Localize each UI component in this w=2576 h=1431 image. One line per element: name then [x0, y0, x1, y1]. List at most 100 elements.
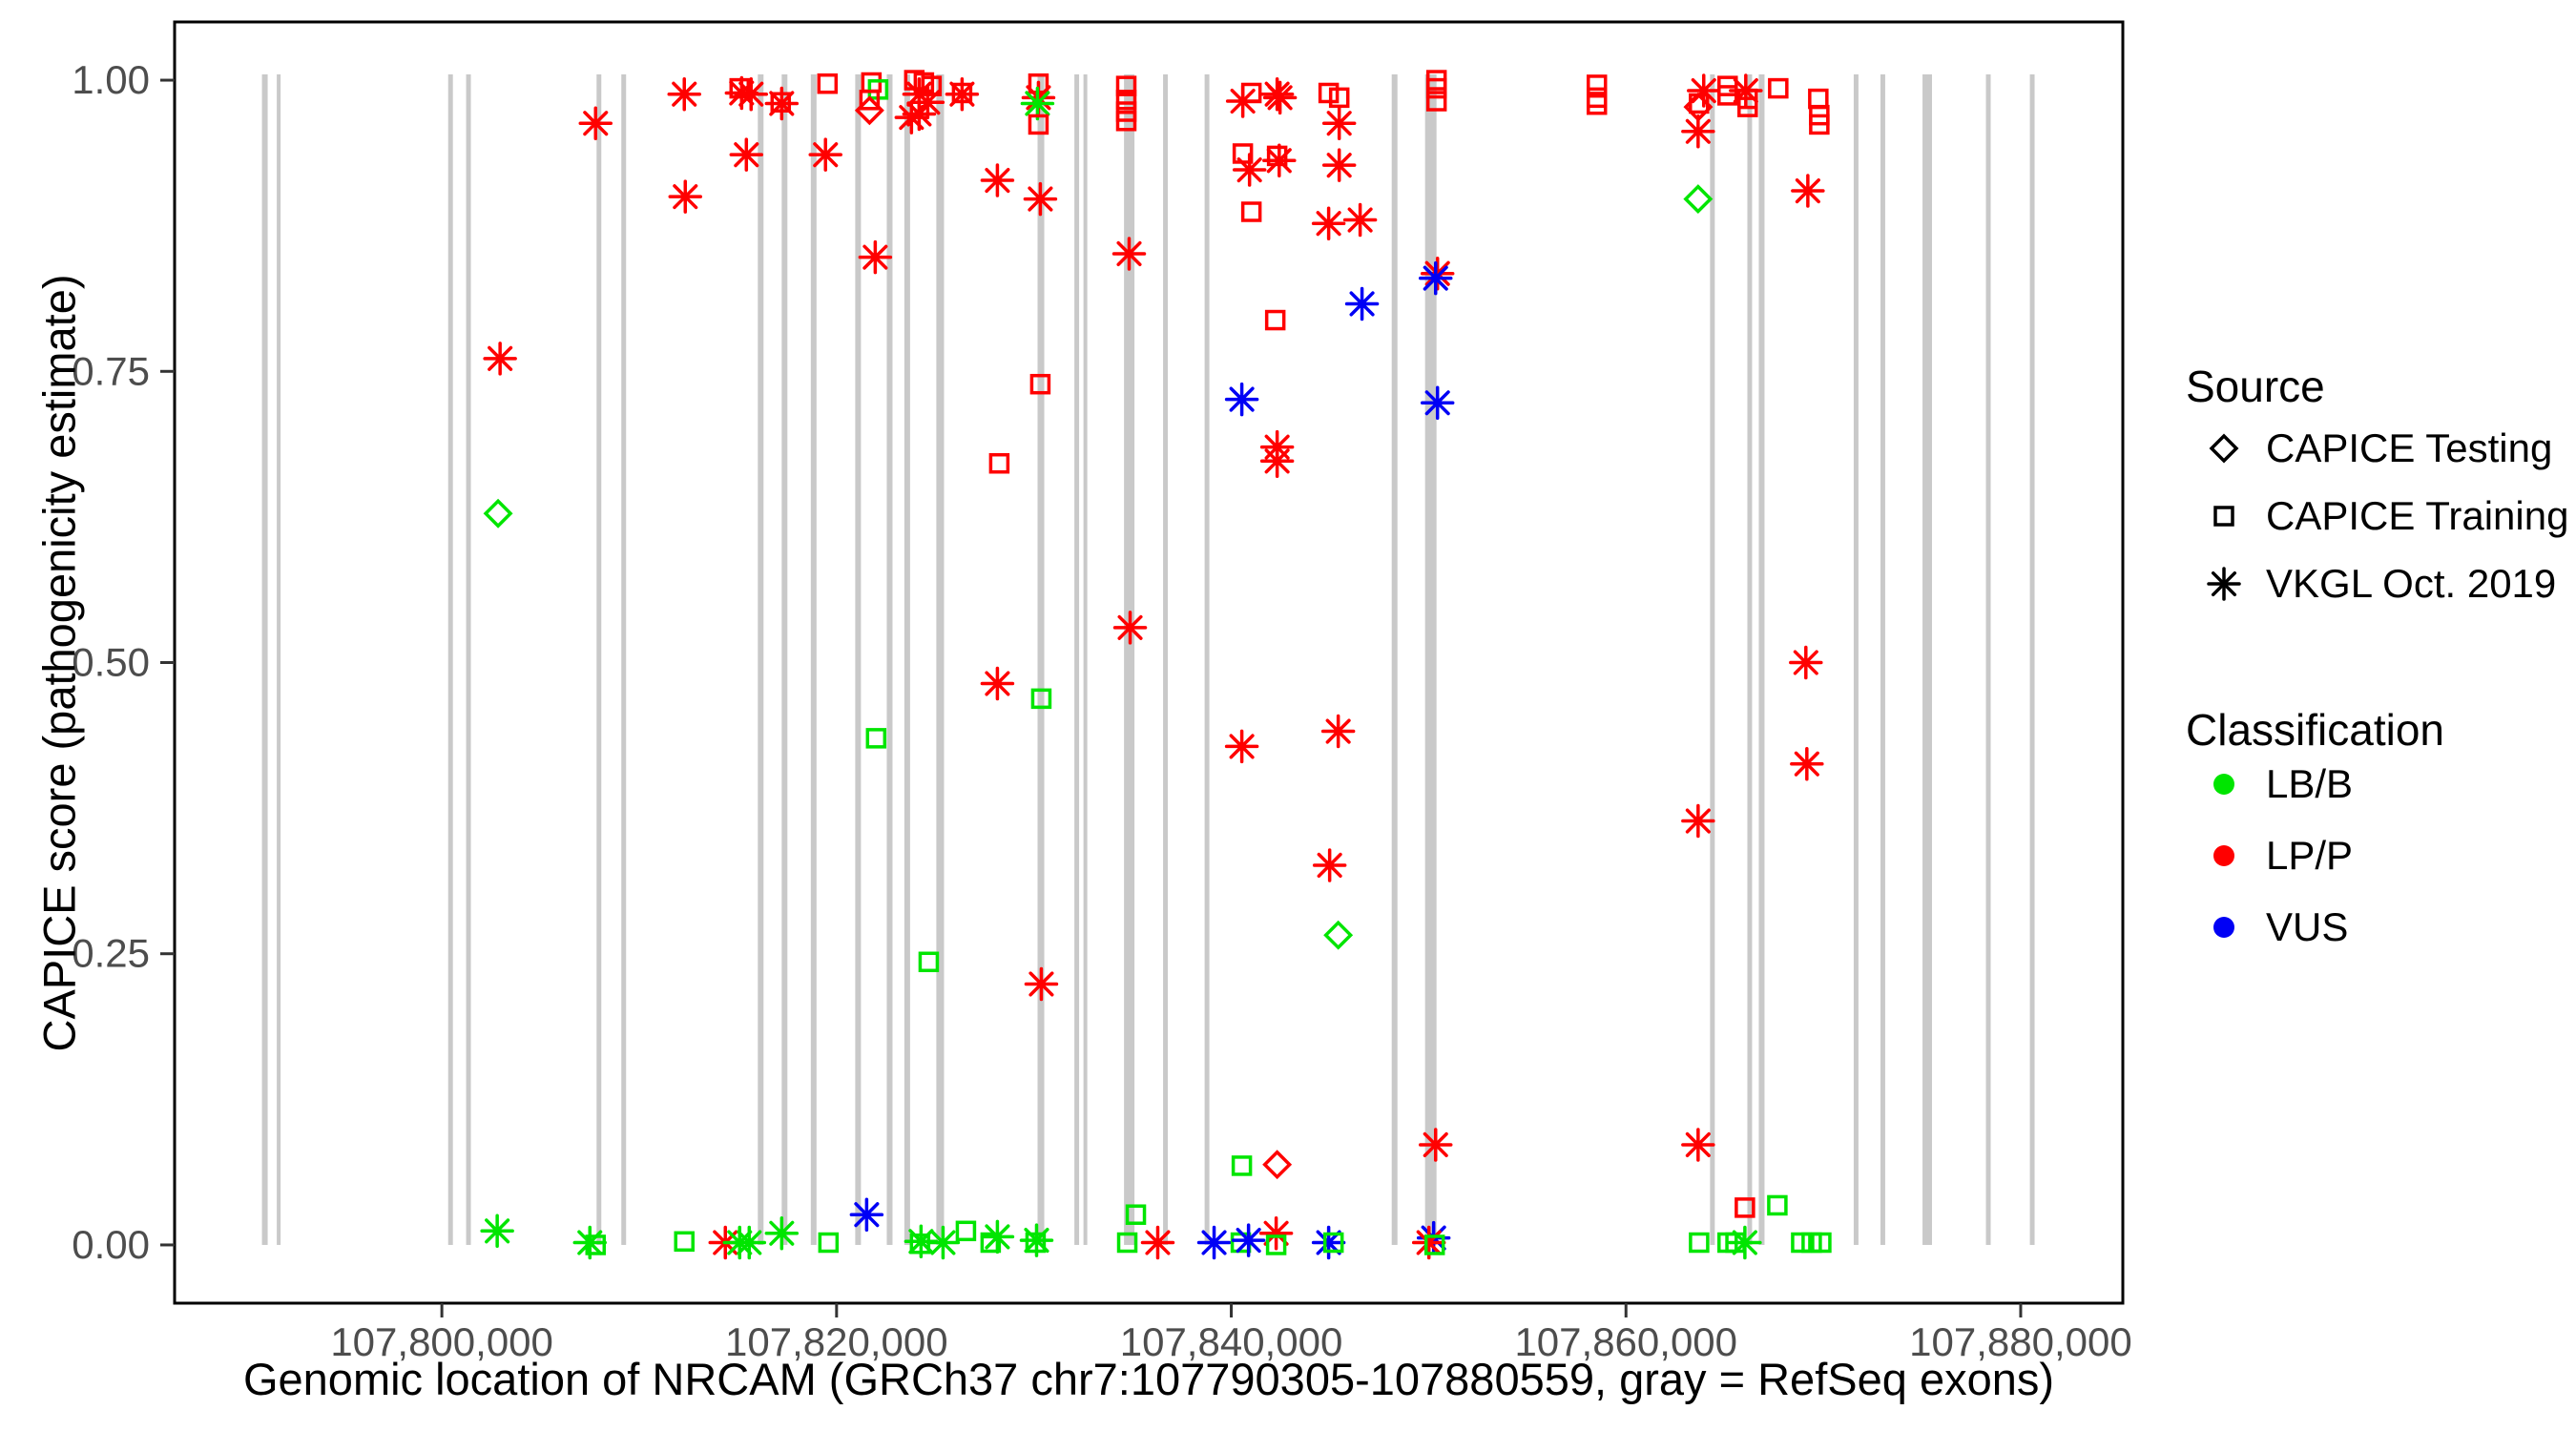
legend-source-title: Source	[2186, 362, 2325, 411]
legend-item-lpp: LP/P	[2197, 829, 2353, 882]
refseq-exon-bar	[1922, 73, 1932, 1245]
point-asterisk-vkgl	[1681, 1128, 1715, 1162]
refseq-exon-bar	[1083, 73, 1088, 1245]
legend-item-label: CAPICE Training	[2266, 493, 2569, 538]
point-asterisk-vkgl	[729, 137, 764, 172]
point-square-capice-training	[1125, 1204, 1147, 1225]
point-asterisk-vkgl	[764, 86, 800, 121]
legend-item-lbb: LB/B	[2197, 757, 2353, 811]
square-icon	[2213, 506, 2234, 527]
point-asterisk-vkgl	[904, 1224, 939, 1259]
point-square-capice-training	[1808, 88, 1829, 110]
point-asterisk-vkgl	[902, 96, 937, 132]
point-asterisk-vkgl	[1262, 143, 1297, 178]
point-square-capice-training	[1115, 75, 1137, 96]
point-asterisk-vkgl	[1791, 174, 1825, 208]
refseq-exon-bar	[1424, 73, 1437, 1245]
point-square-capice-training	[1791, 1232, 1812, 1254]
point-asterisk-vkgl	[667, 76, 701, 112]
point-asterisk-vkgl	[1418, 260, 1453, 296]
refseq-exon-bar	[447, 73, 453, 1245]
point-asterisk-vkgl	[1681, 803, 1715, 839]
refseq-exon-bar	[261, 73, 268, 1245]
point-asterisk-vkgl	[1111, 237, 1147, 271]
point-asterisk-vkgl	[1259, 444, 1295, 479]
refseq-exon-bar	[758, 73, 764, 1245]
point-asterisk-vkgl	[1023, 181, 1058, 217]
point-square-capice-training	[1264, 309, 1286, 331]
refseq-exon-bar	[277, 73, 281, 1245]
refseq-exon-bar	[904, 73, 910, 1245]
refseq-exon-bar	[1037, 73, 1045, 1245]
legend-item-vkgl: VKGL Oct. 2019	[2197, 557, 2556, 611]
x-tick-label: 107,840,000	[1120, 1319, 1343, 1364]
x-tick-label: 107,880,000	[1909, 1319, 2132, 1364]
y-tick-label: 0.00	[72, 1222, 150, 1267]
point-square-capice-training	[1425, 91, 1447, 112]
point-asterisk-vkgl	[1232, 153, 1267, 187]
legend-item-label: LP/P	[2266, 833, 2354, 878]
point-asterisk-vkgl	[980, 666, 1015, 701]
point-asterisk-vkgl	[1320, 714, 1356, 749]
point-asterisk-vkgl	[578, 106, 613, 140]
point-asterisk-vkgl	[732, 1225, 767, 1260]
legend-item-label: LB/B	[2266, 761, 2354, 806]
refseq-exon-bar	[1204, 73, 1210, 1245]
refseq-exon-bar	[1074, 73, 1080, 1245]
refseq-exon-bar	[1880, 73, 1885, 1245]
y-axis-title: CAPICE score (pathogenicity estimate)	[33, 274, 85, 1052]
refseq-exon-bar	[1985, 73, 1991, 1245]
point-asterisk-vkgl	[1411, 1225, 1446, 1260]
legend-item-vus: VUS	[2197, 901, 2348, 954]
point-square-capice-training	[817, 73, 839, 94]
point-square-capice-training	[1115, 90, 1137, 111]
point-square-capice-training	[1116, 1232, 1138, 1254]
point-square-capice-training	[1586, 93, 1608, 115]
point-asterisk-vkgl	[668, 179, 703, 214]
point-asterisk-vkgl	[808, 137, 842, 172]
blue-dot-icon	[2213, 917, 2234, 938]
point-asterisk-vkgl	[1418, 1128, 1453, 1162]
refseq-exon-bar	[1124, 73, 1135, 1245]
refseq-exon-bar	[621, 73, 627, 1245]
point-diamond-capice-testing	[1262, 1150, 1293, 1180]
point-asterisk-vkgl	[858, 239, 893, 275]
point-square-capice-training	[918, 951, 940, 973]
point-asterisk-vkgl	[1258, 1216, 1294, 1251]
refseq-exon-bar	[936, 73, 945, 1245]
refseq-exon-bar	[810, 73, 817, 1245]
point-asterisk-vkgl	[1020, 86, 1055, 121]
point-square-capice-training	[674, 1231, 695, 1253]
legend-item-label: VKGL Oct. 2019	[2266, 561, 2557, 606]
point-asterisk-vkgl	[849, 1197, 884, 1232]
point-asterisk-vkgl	[980, 1219, 1015, 1255]
point-asterisk-vkgl	[910, 85, 945, 119]
y-tick-label: 0.75	[72, 348, 150, 393]
refseq-exon-bar	[466, 73, 471, 1245]
point-square-capice-training	[1240, 82, 1262, 104]
refseq-exon-bar	[781, 73, 788, 1245]
point-asterisk-vkgl	[1728, 1225, 1762, 1260]
point-square-capice-training	[1423, 1234, 1445, 1255]
x-axis-title: Genomic location of NRCAM (GRCh37 chr7:1…	[242, 1354, 2055, 1404]
point-asterisk-vkgl	[480, 1213, 514, 1249]
point-square-capice-training	[988, 452, 1010, 474]
legend-item-label: CAPICE Testing	[2266, 425, 2553, 470]
point-square-capice-training	[1240, 201, 1262, 222]
point-asterisk-vkgl	[945, 76, 980, 112]
refseq-exon-bar	[855, 73, 862, 1245]
refseq-exon-bar	[596, 73, 602, 1245]
point-square-capice-training	[1318, 82, 1340, 104]
point-square-capice-training	[1115, 111, 1137, 132]
point-asterisk-vkgl	[1687, 73, 1721, 108]
point-asterisk-vkgl	[764, 1216, 800, 1251]
asterisk-icon	[2207, 567, 2241, 601]
point-square-capice-training	[1328, 87, 1350, 109]
refseq-exon-bar	[1163, 73, 1169, 1245]
point-square-capice-training	[1717, 85, 1738, 106]
point-asterisk-vkgl	[1312, 848, 1347, 882]
legend-item-label: VUS	[2266, 904, 2349, 949]
y-tick-label: 0.25	[72, 931, 150, 976]
